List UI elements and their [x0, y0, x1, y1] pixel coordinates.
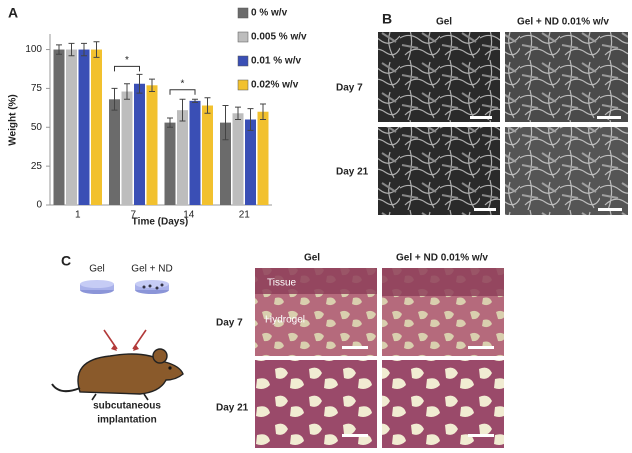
legend-swatch [237, 7, 249, 19]
row-label: Day 7 [336, 83, 363, 94]
overlay-label: Tissue [267, 278, 297, 289]
error-bar [93, 41, 100, 58]
bar [91, 49, 102, 205]
x-tick-label: 14 [183, 210, 195, 221]
row-label: Day 21 [216, 403, 249, 414]
bar [121, 91, 133, 205]
error-bar [235, 106, 241, 120]
error-bar [260, 103, 266, 120]
error-bar [179, 98, 186, 122]
error-bar [136, 73, 143, 94]
y-tick-label: 100 [25, 44, 42, 55]
error-bar [167, 117, 173, 128]
error-bar [222, 105, 229, 141]
sem-images [378, 32, 628, 215]
significance-mark: * [181, 78, 185, 89]
legend-swatch [237, 31, 249, 43]
error-bar [247, 108, 254, 131]
y-tick-label: 25 [31, 161, 43, 172]
y-tick-label: 50 [31, 122, 43, 133]
error-bar [68, 42, 75, 57]
panel-letter: B [382, 11, 392, 27]
error-bar [192, 98, 198, 103]
bar [202, 105, 213, 205]
bar [220, 122, 231, 205]
column-header: Gel [436, 17, 452, 28]
caption: implantation [97, 415, 156, 426]
label: Gel + ND [131, 264, 172, 275]
error-bar [81, 42, 87, 57]
significance-bracket [169, 89, 196, 95]
bar [78, 49, 90, 205]
row-label: Day 7 [216, 318, 243, 329]
legend-label: 0.02% w/v [251, 80, 299, 91]
x-tick-label: 1 [75, 210, 81, 221]
bar [245, 119, 256, 205]
y-axis-label: Weight (%) [8, 94, 19, 145]
legend-label: 0 % w/v [251, 8, 288, 19]
panel-letter: A [8, 5, 18, 21]
bar [53, 49, 65, 205]
column-header: Gel + ND 0.01% w/v [396, 253, 488, 264]
legend-label: 0.01 % w/v [251, 56, 301, 67]
error-bar [124, 83, 130, 100]
legend-swatch [237, 55, 249, 67]
label: Gel [89, 264, 105, 275]
error-bar [56, 44, 62, 55]
significance-bracket [114, 65, 140, 72]
significance-mark: * [125, 55, 129, 66]
bar [257, 111, 269, 205]
row-label: Day 21 [336, 167, 369, 178]
schematic [51, 280, 184, 401]
column-header: Gel [304, 253, 320, 264]
overlay-label: Hydrogel [265, 315, 305, 326]
bar [66, 49, 77, 205]
error-bar [149, 78, 155, 93]
legend-swatch [237, 79, 249, 91]
x-tick-label: 7 [130, 210, 136, 221]
bar [189, 100, 201, 205]
column-header: Gel + ND 0.01% w/v [517, 17, 609, 28]
x-tick-label: 21 [239, 210, 251, 221]
bar [164, 122, 176, 205]
bar [109, 99, 120, 205]
caption: subcutaneous [93, 401, 161, 412]
bar [134, 83, 145, 205]
error-bar [111, 87, 118, 111]
bar [177, 110, 188, 205]
legend-label: 0.005 % w/v [251, 32, 307, 43]
bar [146, 85, 158, 205]
error-bar [204, 97, 211, 114]
x-axis-label: Time (Days) [132, 217, 189, 228]
bar [232, 113, 244, 205]
panel-letter: C [61, 253, 71, 269]
histology-images [255, 268, 504, 448]
y-tick-label: 0 [36, 200, 42, 211]
y-tick-label: 75 [31, 83, 43, 94]
